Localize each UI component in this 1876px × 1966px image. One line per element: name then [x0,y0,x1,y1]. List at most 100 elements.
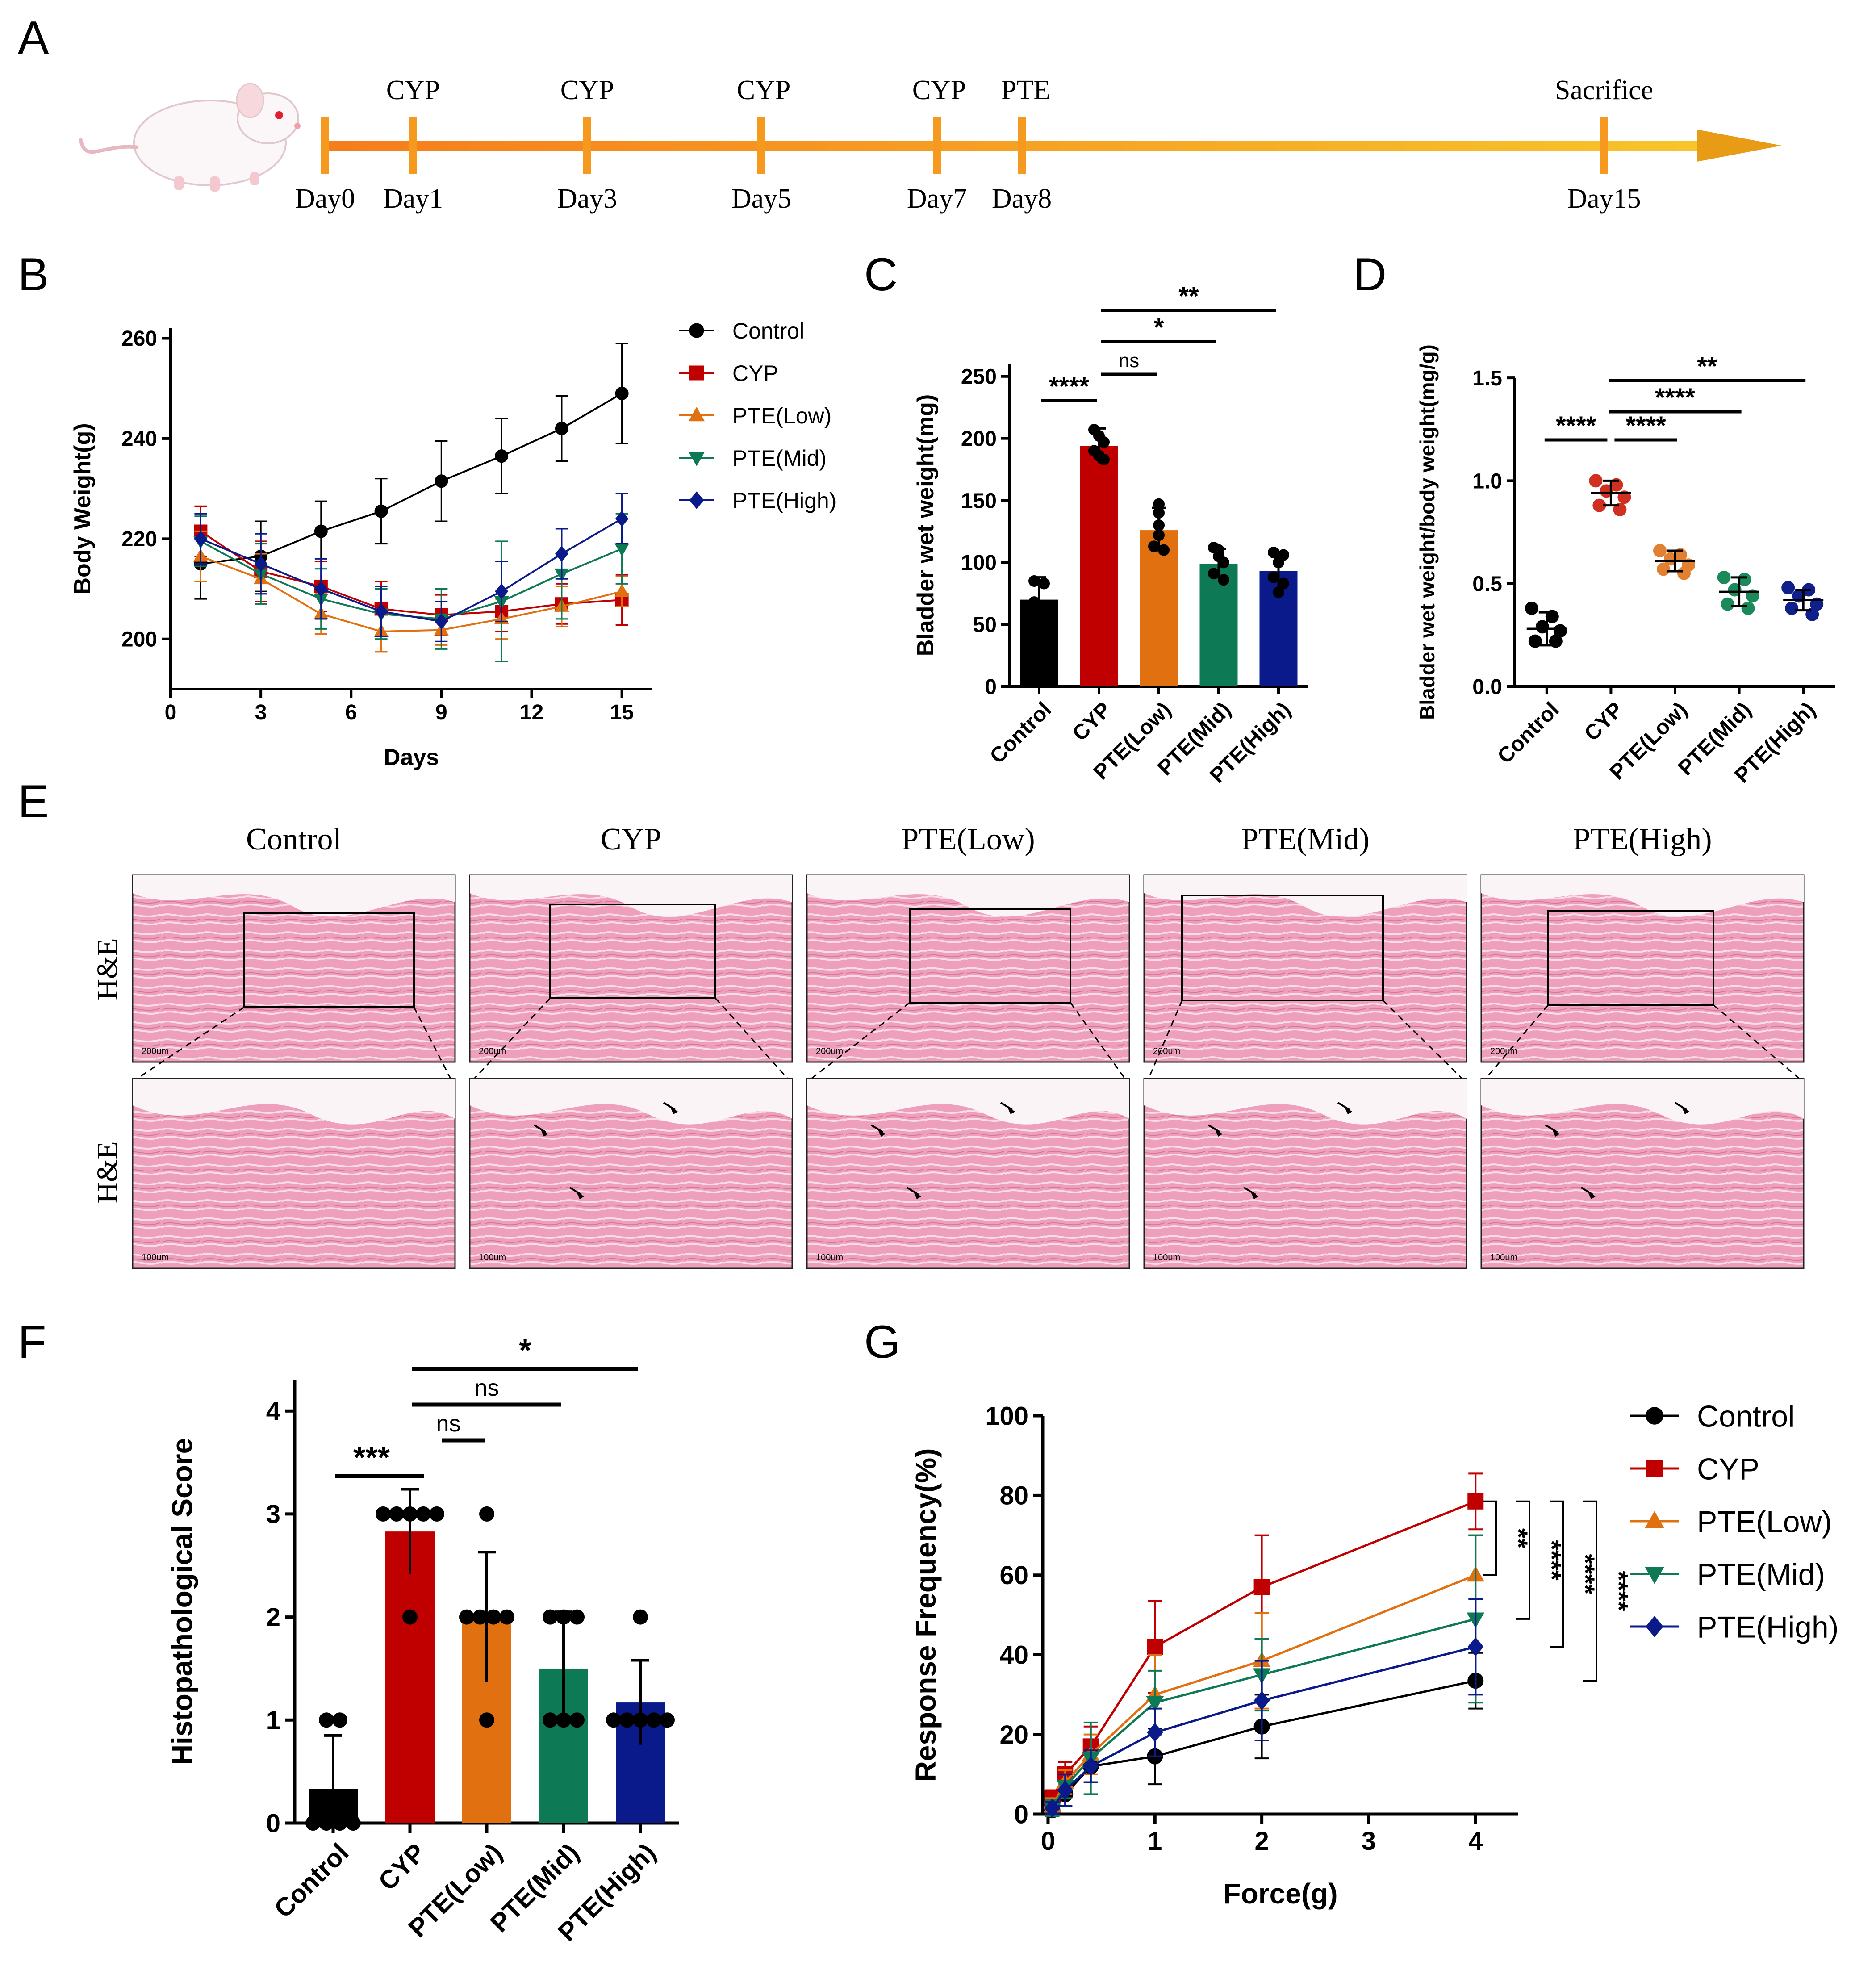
y-tick-label-1-5: 1.5 [1472,367,1502,390]
y-tick-label-4: 4 [266,1397,280,1426]
y-tick-label-100: 100 [985,1401,1028,1431]
data-point-control [305,1815,321,1831]
chart-c-bladder-wet-weight: 0 50 100 150 200 250 Bladder wet weight(mg) Con… [913,282,1308,788]
he-image-low-control [132,874,456,1063]
data-point-cyp [1253,1579,1270,1595]
data-point-control [314,524,328,538]
y-axis-title: Body Weight(g) [70,423,96,594]
significance-label-2: * [1154,313,1164,342]
data-point-cyp [416,1506,431,1522]
zoom-line [137,1006,245,1079]
he-image-high-pte-low [806,1078,1130,1269]
data-point-pte-mid [556,1712,571,1728]
data-point-pte-low [1153,498,1165,510]
panel-label-f: F [18,1316,46,1368]
x-axis-title: Force(g) [1224,1878,1338,1910]
series-line-pte-mid [1051,1618,1476,1809]
bar-pte-low [1140,530,1178,686]
x-tick-label-15: 15 [610,701,634,724]
lumen-space [133,1079,455,1125]
significance-label-0: ** [1504,1528,1533,1549]
data-point-control [435,474,448,488]
data-point-cyp [376,1506,391,1522]
timeline-tick-0 [321,117,329,174]
y-tick-label-0-0: 0.0 [1472,675,1502,699]
y-tick-label-100: 100 [961,551,997,575]
lumen-space [807,875,1129,917]
x-tick-label-9: 9 [435,701,447,724]
data-point-control [1028,575,1040,587]
data-point-pte-low [486,1609,501,1625]
data-point-pte-low [1158,544,1170,556]
lumen-space [1144,1079,1467,1125]
timeline-tick-1 [409,117,417,174]
arrowhead-icon [540,1129,548,1137]
legend-marker-cyp [689,365,704,381]
timeline-label-pte: PTE [1001,75,1050,105]
bar-pte-mid [1199,564,1238,686]
data-point-pte-high [314,581,328,597]
x-tick-label-6: 6 [345,701,357,724]
row-label-he-1: H&E [91,938,124,1000]
arrowhead-icon [670,1106,678,1114]
scale-label-100: 100um [142,1253,169,1263]
data-point-pte-mid [1741,601,1755,615]
zoom-line [1148,1000,1183,1079]
data-point-pte-high [254,556,268,572]
y-tick-label-220: 220 [121,527,157,551]
x-tick-label-1: 1 [1148,1827,1162,1856]
data-point-pte-mid [556,1609,571,1625]
lumen-space [807,1079,1129,1125]
data-point-control [1525,601,1538,615]
y-tick-label-50: 50 [973,613,997,637]
arrowhead-icon [1007,1106,1015,1114]
y-tick-label-0: 0 [985,675,997,699]
zoom-line [1382,1000,1463,1079]
group-title-pte-mid: PTE(Mid) [1241,822,1370,857]
arrowhead-icon [913,1191,921,1199]
data-point-pte-low [1153,529,1165,541]
legend-label-pte-low: PTE(Low) [1697,1505,1832,1539]
series-line-cyp [200,530,622,616]
x-tick-label-2: 2 [1254,1827,1269,1856]
group-title-pte-high: PTE(High) [1573,822,1712,857]
zoom-line [473,997,551,1079]
timeline-label-cyp-1: CYP [386,75,440,105]
data-point-control [319,1712,334,1728]
arrowhead-icon [1552,1129,1560,1137]
y-axis-title: Bladder wet weight/body weight(mg/g) [1416,344,1439,720]
x-tick-label-0: 0 [1041,1827,1055,1856]
timeline-day-1: Day1 [383,184,443,214]
data-point-pte-mid [614,543,630,557]
timeline-label-cyp-7: CYP [912,75,966,105]
data-point-pte-high [633,1712,648,1728]
x-tick-label-0: 0 [165,701,177,724]
legend-label-pte-low: PTE(Low) [732,403,831,428]
y-tick-label-0-5: 0.5 [1472,573,1502,596]
timeline-tick-5 [1018,117,1026,174]
scale-label-200: 200um [142,1046,169,1056]
legend-marker-pte-high [1646,1616,1663,1637]
scale-label-100: 100um [816,1253,843,1263]
arrowhead-icon [576,1191,584,1199]
data-point-pte-mid [1146,1696,1164,1712]
series-pte-mid [193,513,630,662]
zoom-box [909,908,1071,1004]
significance-bracket-1 [1516,1500,1530,1620]
arrowhead-icon [1215,1129,1223,1137]
data-point-cyp [389,1506,404,1522]
x-tick-label-cyp: CYP [373,1838,431,1896]
significance-label-3: * [519,1333,531,1368]
group-title-cyp: CYP [601,822,661,857]
data-point-control [1528,634,1542,648]
x-tick-label-3: 3 [255,701,267,724]
timeline-label-cyp-3: CYP [560,75,614,105]
data-point-control [1033,603,1045,615]
data-point-pte-low [472,1609,488,1625]
legend-label-control: Control [1697,1399,1795,1433]
significance-label-2: **** [1571,1554,1600,1594]
x-tick-label-12: 12 [520,701,543,724]
legend-label-cyp: CYP [732,361,778,386]
significance-label-1: **** [1537,1540,1566,1581]
data-point-pte-high [1785,601,1799,615]
